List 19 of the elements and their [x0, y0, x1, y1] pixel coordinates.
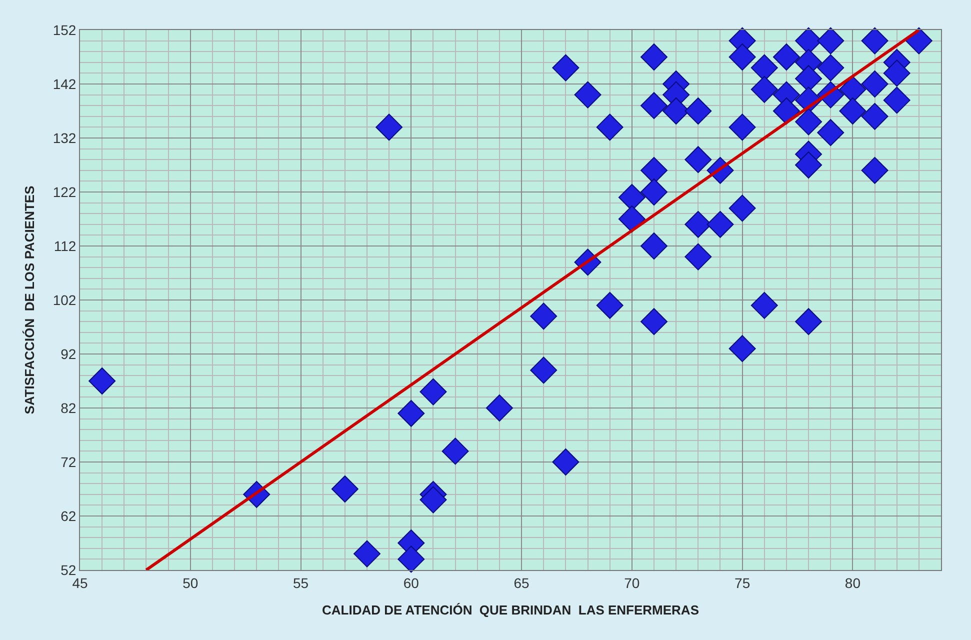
y-tick-label: 112	[54, 238, 76, 254]
y-tick-label: 152	[52, 22, 76, 38]
y-tick-label: 142	[52, 76, 76, 92]
x-tick-label: 50	[182, 574, 198, 591]
x-tick-label: 80	[844, 574, 861, 591]
y-tick-label: 92	[60, 346, 76, 362]
y-tick-label: 132	[52, 130, 76, 146]
x-tick-label: 70	[624, 574, 640, 591]
y-tick-label: 62	[60, 508, 76, 524]
x-tick-label: 65	[514, 574, 530, 591]
y-tick-label: 122	[52, 184, 76, 200]
x-tick-label: 55	[292, 574, 309, 591]
y-tick-label: 82	[60, 400, 76, 416]
y-axis-title: SATISFACCIÓN DE LOS PACIENTES	[22, 185, 37, 414]
x-tick-label: 60	[403, 574, 420, 591]
y-tick-label: 72	[60, 454, 76, 470]
y-tick-label: 102	[52, 292, 76, 308]
x-axis-title: CALIDAD DE ATENCIÓN QUE BRINDAN LAS ENFERMERAS	[322, 602, 700, 618]
x-tick-label: 75	[734, 574, 750, 591]
